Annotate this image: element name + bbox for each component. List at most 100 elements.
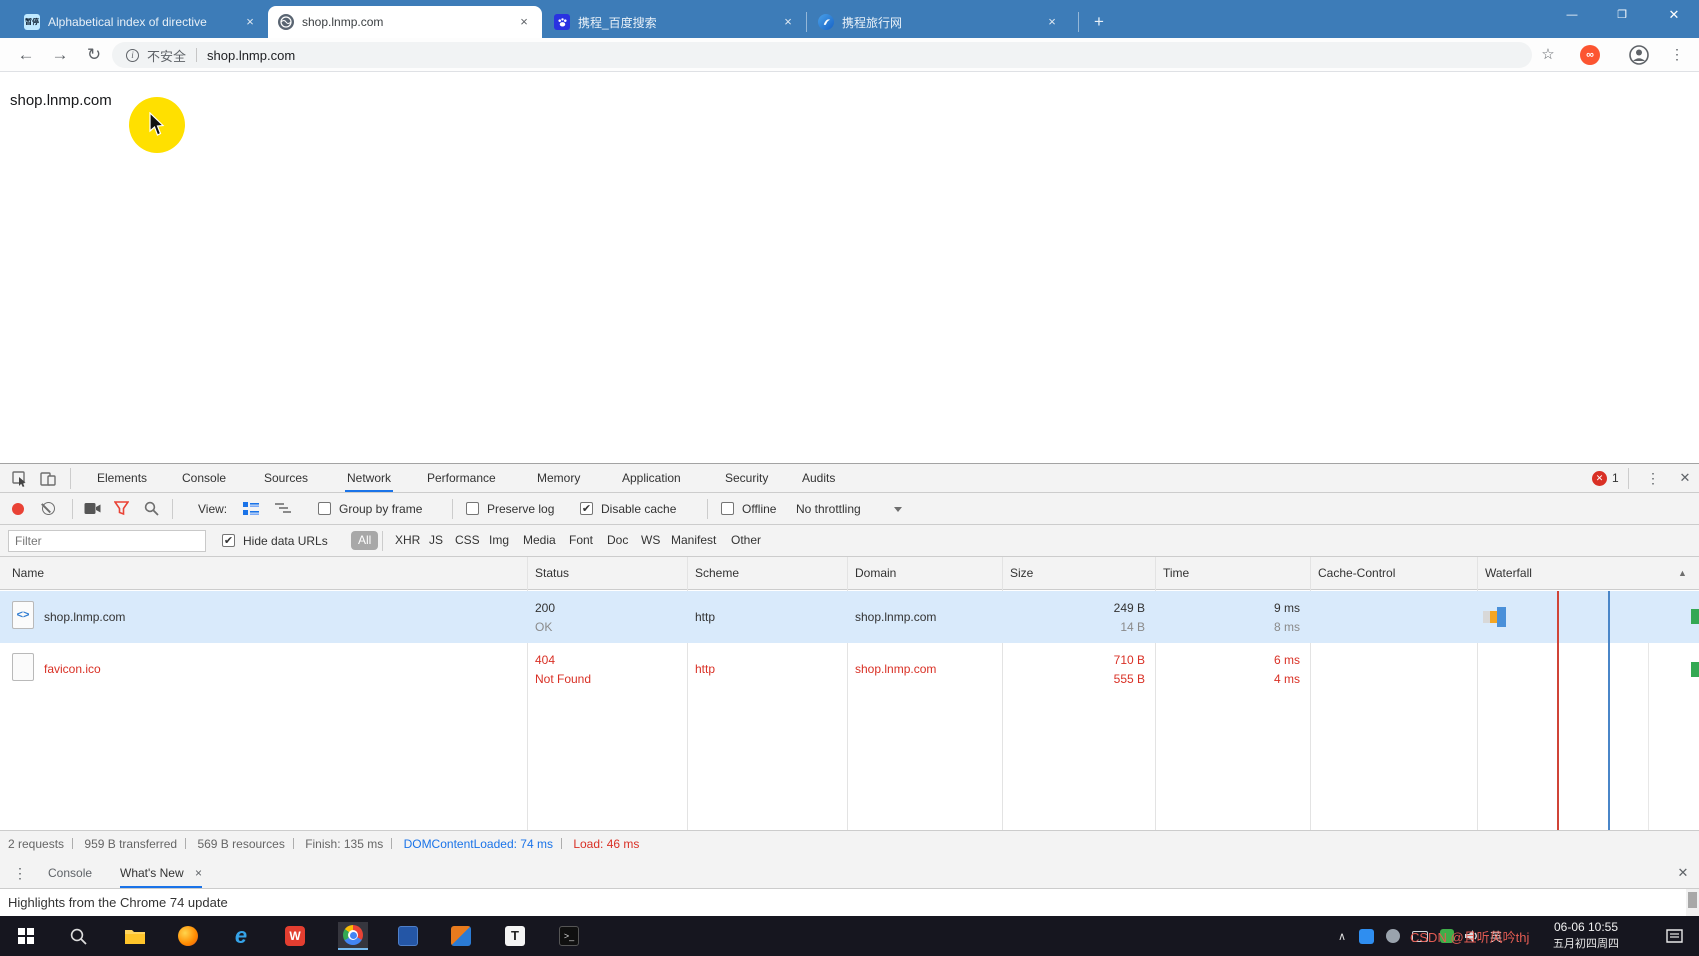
devtools-tab-memory[interactable]: Memory	[537, 471, 581, 485]
record-button-icon[interactable]	[12, 503, 24, 515]
filter-pill-xhr[interactable]: XHR	[395, 533, 421, 547]
wps-icon[interactable]: W	[281, 922, 309, 950]
cell-name[interactable]: shop.lnmp.com	[44, 610, 126, 624]
capture-screenshots-icon[interactable]	[84, 502, 101, 515]
url-text[interactable]: shop.lnmp.com	[207, 47, 296, 63]
network-row-shop-lnmp[interactable]: <> shop.lnmp.com 200 OK http shop.lnmp.c…	[0, 591, 1699, 643]
devtools-tab-security[interactable]: Security	[725, 471, 769, 485]
filter-pill-css[interactable]: CSS	[455, 533, 480, 547]
tray-chevron-icon[interactable]: ∧	[1337, 930, 1347, 943]
group-by-frame-label[interactable]: Group by frame	[339, 502, 423, 516]
extension-csdn-icon[interactable]: ∞	[1576, 41, 1604, 69]
error-count[interactable]: 1	[1612, 471, 1619, 485]
tray-audio-device-icon[interactable]	[1379, 922, 1407, 950]
drawer-close-icon[interactable]: ✕	[1677, 865, 1689, 880]
browser-menu-icon[interactable]: ⋮	[1670, 46, 1684, 62]
network-row-favicon[interactable]: favicon.ico 404 Not Found http shop.lnmp…	[0, 643, 1699, 695]
ime-indicator[interactable]: 英	[1489, 929, 1502, 944]
column-header-name[interactable]: Name	[12, 566, 45, 580]
filter-pill-doc[interactable]: Doc	[607, 533, 629, 547]
window-close-button[interactable]: ✕	[1668, 7, 1680, 22]
filter-pill-js[interactable]: JS	[429, 533, 444, 547]
disable-cache-label[interactable]: Disable cache	[601, 502, 677, 516]
devtools-menu-icon[interactable]: ⋮	[1646, 470, 1660, 486]
media-player-icon[interactable]	[447, 922, 475, 950]
typora-icon[interactable]: T	[501, 922, 529, 950]
devtools-tab-sources[interactable]: Sources	[264, 471, 309, 485]
blue-app-icon[interactable]	[394, 922, 422, 950]
internet-explorer-icon[interactable]: e	[234, 923, 248, 948]
info-icon[interactable]: i	[126, 48, 139, 62]
inspect-element-icon[interactable]	[12, 471, 28, 487]
disable-cache-checkbox[interactable]: ✔	[580, 502, 593, 515]
start-button-icon[interactable]	[12, 922, 40, 950]
tray-messenger-icon[interactable]	[1352, 922, 1380, 950]
column-header-domain[interactable]: Domain	[855, 566, 897, 580]
offline-label[interactable]: Offline	[742, 502, 777, 516]
window-minimize-button[interactable]: —	[1566, 9, 1578, 21]
column-header-waterfall[interactable]: Waterfall	[1485, 566, 1532, 580]
tray-security-icon[interactable]	[1433, 922, 1461, 950]
tab-close-icon[interactable]: ×	[246, 14, 254, 29]
filter-pill-font[interactable]: Font	[569, 533, 594, 547]
notification-center-icon[interactable]	[1660, 922, 1688, 950]
tab-baidu-search[interactable]: 携程_百度搜索 ×	[544, 6, 806, 38]
tab-close-icon[interactable]: ×	[784, 14, 792, 29]
column-header-size[interactable]: Size	[1010, 566, 1034, 580]
devtools-tab-elements[interactable]: Elements	[97, 471, 148, 485]
devtools-tab-console[interactable]: Console	[182, 471, 227, 485]
error-badge-icon[interactable]: ✕	[1592, 471, 1607, 486]
drawer-tab-close-icon[interactable]: ×	[194, 866, 202, 880]
window-maximize-button[interactable]: ❐	[1617, 9, 1627, 21]
back-button-icon[interactable]: ←	[17, 45, 35, 64]
tab-ctrip[interactable]: 携程旅行网 ×	[808, 6, 1070, 38]
address-bar[interactable]: i 不安全 shop.lnmp.com	[112, 42, 1532, 68]
preserve-log-label[interactable]: Preserve log	[487, 502, 555, 516]
search-icon[interactable]	[144, 501, 159, 516]
group-by-frame-checkbox[interactable]	[318, 502, 331, 515]
new-tab-button[interactable]: +	[1094, 12, 1104, 31]
filter-funnel-icon[interactable]	[114, 501, 129, 516]
devtools-tab-application[interactable]: Application	[622, 471, 681, 485]
firefox-icon[interactable]	[174, 922, 202, 950]
reload-button-icon[interactable]: ↻	[86, 45, 102, 64]
devtools-tab-performance[interactable]: Performance	[427, 471, 496, 485]
filter-pill-manifest[interactable]: Manifest	[671, 533, 717, 547]
scrollbar-thumb[interactable]	[1688, 892, 1697, 908]
taskbar-clock[interactable]: 06-06 10:55 五月初四周四	[1540, 919, 1632, 953]
file-explorer-icon[interactable]	[121, 922, 149, 950]
profile-avatar-icon[interactable]	[1625, 41, 1653, 69]
offline-checkbox[interactable]	[721, 502, 734, 515]
column-header-cache-control[interactable]: Cache-Control	[1318, 566, 1396, 580]
column-header-time[interactable]: Time	[1163, 566, 1190, 580]
tab-close-icon[interactable]: ×	[1048, 14, 1056, 29]
drawer-scrollbar[interactable]	[1686, 889, 1699, 917]
drawer-tab-whats-new[interactable]: What's New ×	[120, 858, 202, 888]
tab-close-icon[interactable]: ×	[520, 14, 528, 29]
security-label[interactable]: 不安全	[147, 48, 187, 64]
terminal-icon[interactable]: >_	[555, 922, 583, 950]
hide-data-urls-checkbox[interactable]: ✔	[222, 534, 235, 547]
drawer-menu-icon[interactable]: ⋮	[13, 865, 27, 881]
chevron-down-icon[interactable]	[894, 507, 902, 512]
hide-data-urls-label[interactable]: Hide data URLs	[243, 534, 328, 548]
preserve-log-checkbox[interactable]	[466, 502, 479, 515]
filter-pill-ws[interactable]: WS	[641, 533, 661, 547]
chrome-icon-active[interactable]	[338, 922, 368, 950]
view-waterfall-icon[interactable]	[275, 502, 291, 516]
forward-button-icon[interactable]: →	[51, 45, 69, 64]
tab-shop-lnmp[interactable]: shop.lnmp.com ×	[268, 6, 542, 38]
devtools-close-icon[interactable]: ✕	[1679, 470, 1691, 485]
devtools-tab-network[interactable]: Network	[345, 464, 394, 492]
taskbar-search-icon[interactable]	[64, 922, 92, 950]
throttling-select[interactable]: No throttling	[796, 502, 861, 516]
column-header-scheme[interactable]: Scheme	[695, 566, 740, 580]
filter-pill-other[interactable]: Other	[731, 533, 762, 547]
tray-keyboard-icon[interactable]	[1406, 922, 1434, 950]
drawer-tab-console[interactable]: Console	[48, 866, 93, 880]
filter-pill-all[interactable]: All	[351, 531, 379, 550]
volume-icon[interactable]	[1458, 922, 1486, 950]
devtools-tab-audits[interactable]: Audits	[802, 471, 836, 485]
filter-pill-img[interactable]: Img	[489, 533, 510, 547]
filter-pill-media[interactable]: Media	[523, 533, 556, 547]
